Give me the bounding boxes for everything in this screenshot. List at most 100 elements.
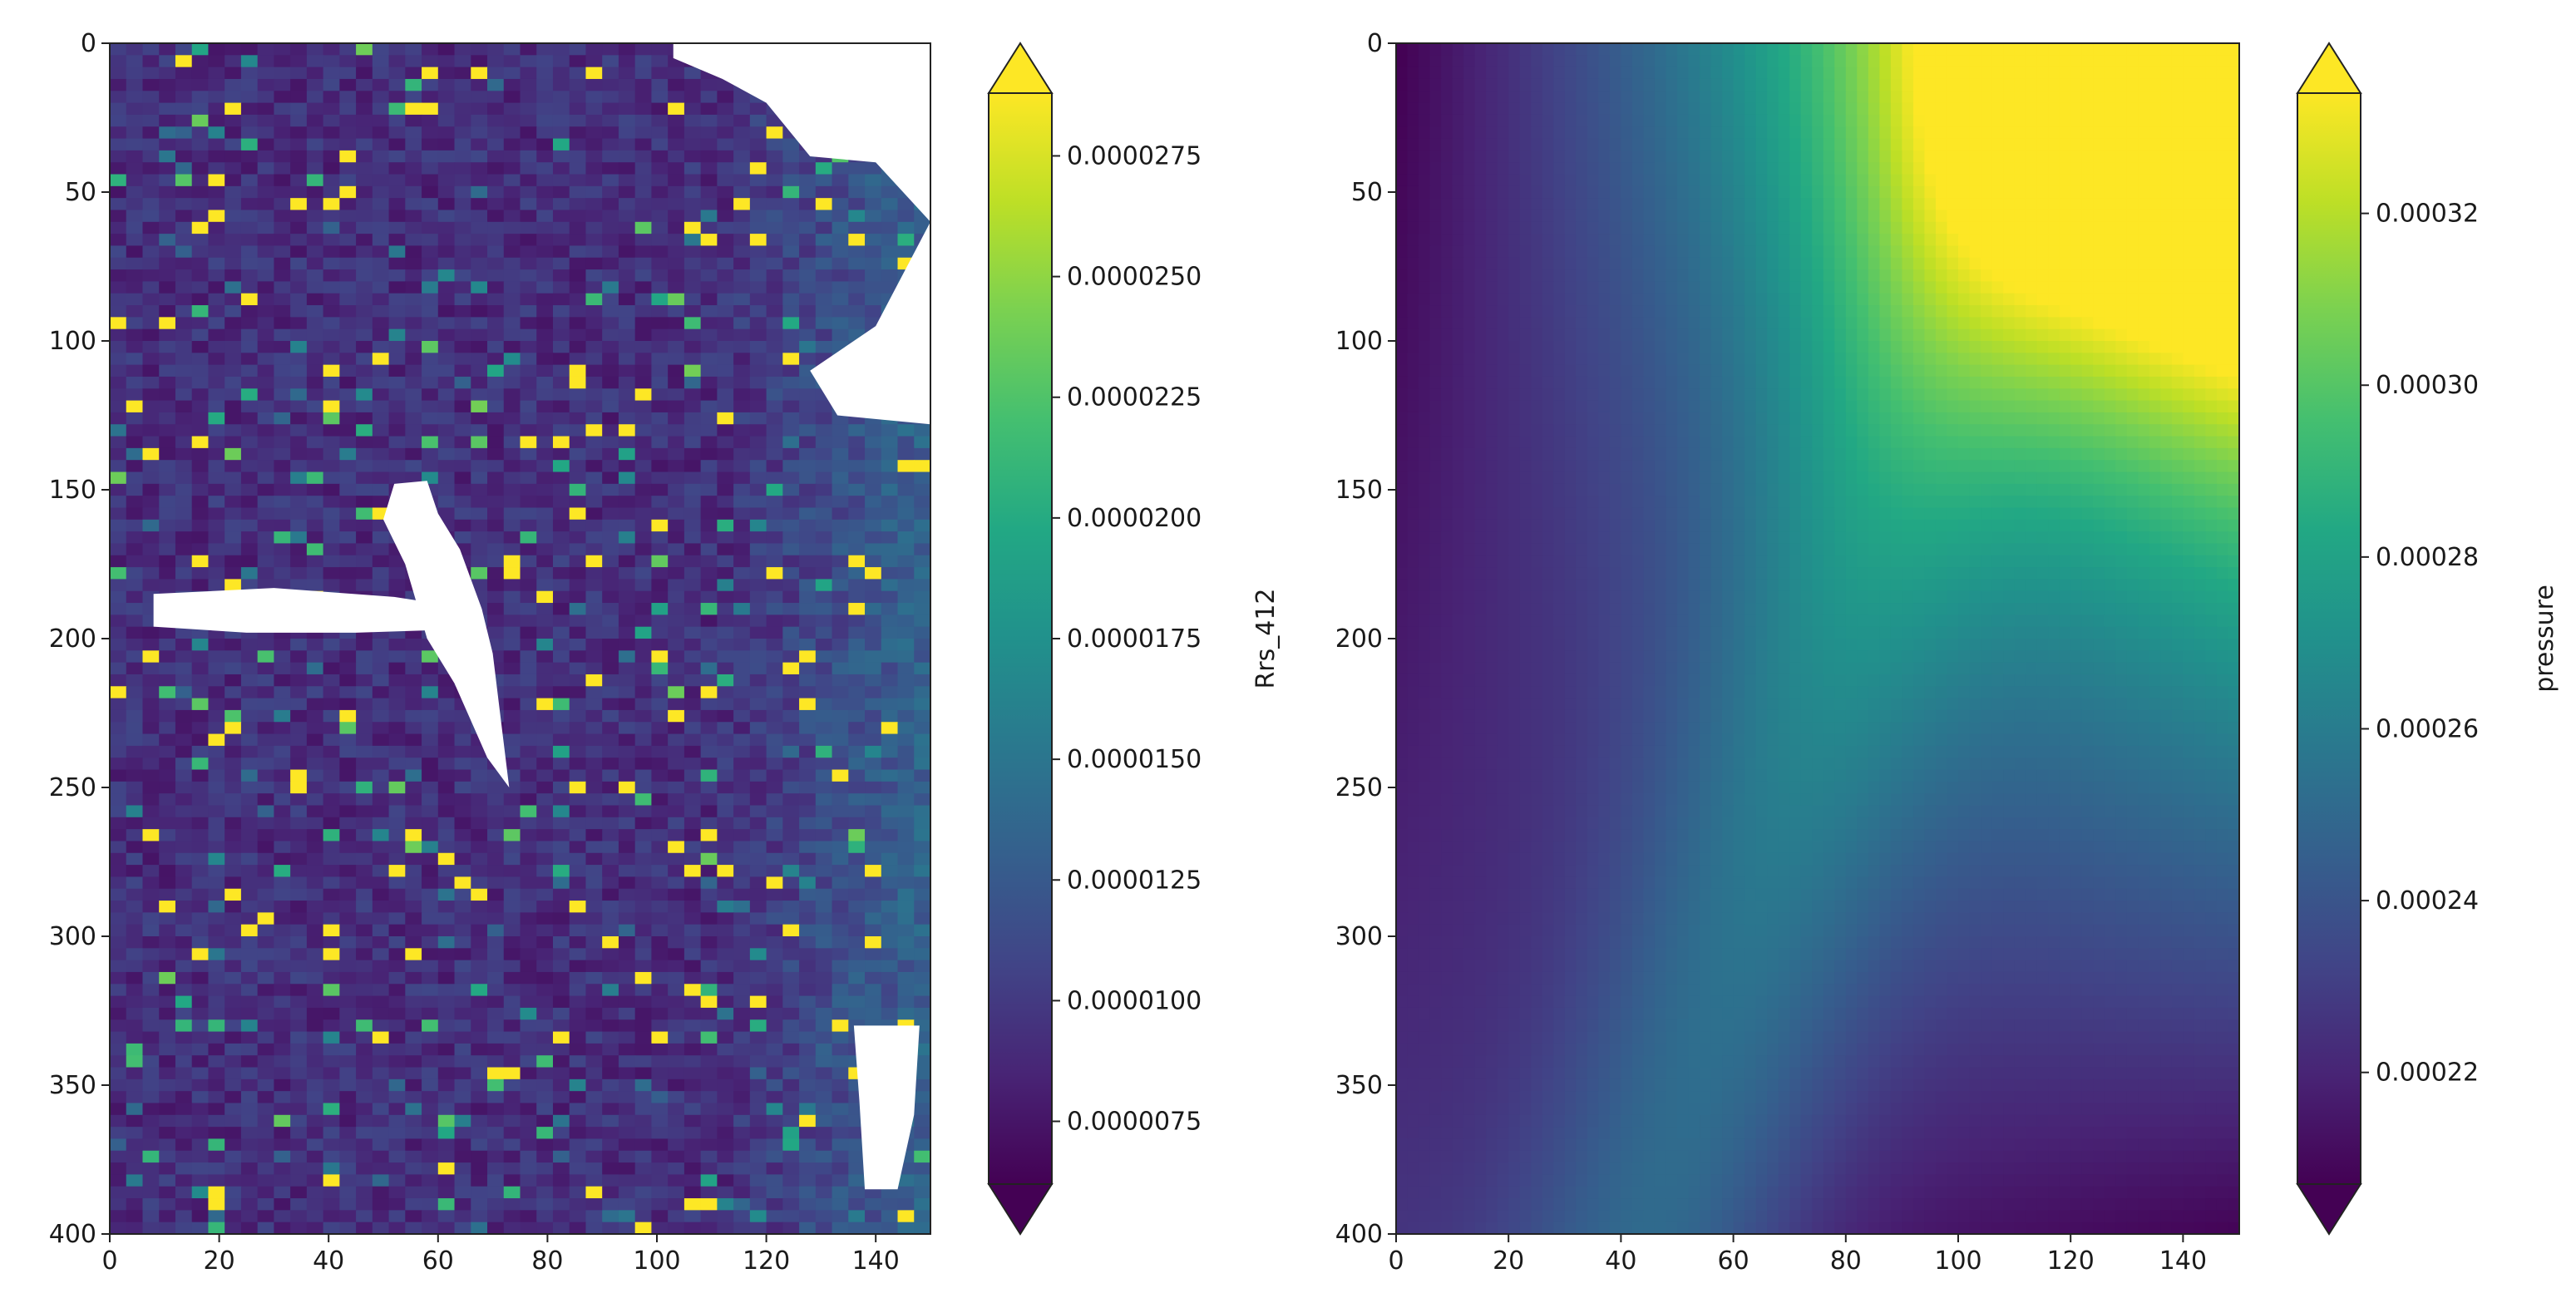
heatmap-cell: [159, 102, 176, 116]
heatmap-cell: [487, 1162, 505, 1175]
heatmap-cell: [110, 388, 127, 402]
heatmap-cell: [388, 960, 406, 973]
heatmap-cell: [225, 1043, 242, 1056]
heatmap-cell: [388, 817, 406, 830]
heatmap-cell: [175, 995, 193, 1009]
heatmap-cell: [323, 912, 340, 925]
heatmap-cell: [503, 1127, 521, 1140]
heatmap-cell: [520, 150, 537, 163]
heatmap-cell: [142, 1162, 160, 1175]
heatmap-cell: [274, 376, 291, 389]
heatmap-cell: [471, 971, 488, 985]
heatmap-cell: [422, 102, 439, 116]
heatmap-cell: [191, 1186, 210, 1199]
heatmap-cell: [865, 483, 882, 496]
heatmap-cell: [536, 1019, 554, 1033]
heatmap-cell: [257, 674, 274, 687]
heatmap-cell: [782, 483, 800, 496]
heatmap-cell: [914, 639, 930, 651]
heatmap-cell: [306, 162, 324, 175]
heatmap-cell: [126, 1019, 144, 1033]
heatmap-cell: [683, 1043, 702, 1056]
heatmap-cell: [865, 639, 882, 651]
heatmap-cell: [520, 1055, 537, 1069]
heatmap-cell: [454, 1043, 471, 1056]
heatmap-cell: [159, 912, 176, 925]
heatmap-cell: [437, 412, 456, 425]
heatmap-cell: [782, 400, 800, 413]
heatmap-cell: [290, 364, 308, 378]
heatmap-cell: [683, 948, 702, 961]
heatmap-cell: [799, 483, 817, 496]
heatmap-cell: [159, 1078, 176, 1092]
heatmap-cell: [191, 888, 210, 901]
heatmap-cell: [405, 1162, 422, 1175]
heatmap-cell: [208, 722, 225, 735]
heatmap-cell: [110, 662, 127, 675]
heatmap-cell: [602, 126, 619, 140]
heatmap-cell: [471, 138, 488, 151]
heatmap-cell: [142, 984, 160, 997]
heatmap-cell: [142, 483, 160, 496]
heatmap-cell: [503, 984, 521, 997]
heatmap-cell: [339, 650, 357, 664]
heatmap-cell: [668, 555, 685, 568]
heatmap-cell: [749, 234, 767, 247]
heatmap-cell: [700, 543, 718, 556]
heatmap-cell: [848, 876, 866, 890]
heatmap-cell: [585, 210, 603, 223]
heatmap-cell: [569, 579, 587, 592]
heatmap-cell: [848, 531, 866, 545]
heatmap-cell: [225, 781, 242, 794]
heatmap-cell: [683, 1007, 702, 1020]
heatmap-cell: [323, 1114, 340, 1128]
heatmap-cell: [634, 67, 653, 80]
heatmap-cell: [471, 234, 488, 247]
heatmap-cell: [306, 1019, 324, 1033]
heatmap-cell: [225, 650, 242, 664]
heatmap-cell: [848, 733, 866, 747]
heatmap-cell: [733, 257, 751, 270]
heatmap-cell: [848, 162, 866, 175]
heatmap-cell: [749, 781, 767, 794]
heatmap-cell: [717, 686, 734, 699]
heatmap-cell: [668, 758, 685, 771]
heatmap-cell: [618, 91, 636, 104]
heatmap-cell: [700, 1150, 718, 1163]
heatmap-cell: [323, 1019, 340, 1033]
heatmap-cell: [700, 1031, 718, 1044]
heatmap-cell: [848, 865, 866, 877]
heatmap-cell: [668, 841, 685, 854]
heatmap-cell: [602, 709, 619, 723]
heatmap-cell: [733, 639, 751, 651]
heatmap-cell: [437, 126, 456, 140]
heatmap-cell: [782, 412, 800, 425]
heatmap-cell: [110, 460, 127, 473]
heatmap-cell: [848, 210, 866, 223]
heatmap-cell: [454, 460, 471, 473]
heatmap-cell: [471, 43, 488, 56]
heatmap-cell: [422, 1198, 439, 1211]
heatmap-cell: [585, 269, 603, 282]
heatmap-cell: [159, 1186, 176, 1199]
heatmap-cell: [782, 924, 800, 937]
heatmap-cell: [897, 210, 915, 223]
heatmap-cell: [865, 936, 882, 949]
heatmap-cell: [865, 888, 882, 901]
heatmap-cell: [372, 341, 390, 353]
heatmap-cell: [717, 1162, 734, 1175]
heatmap-cell: [602, 769, 619, 782]
heatmap-cell: [552, 769, 570, 782]
heatmap-cell: [815, 424, 833, 437]
heatmap-cell: [782, 733, 800, 747]
heatmap-cell: [782, 722, 800, 735]
heatmap-cell: [191, 483, 210, 496]
heatmap-cell: [503, 281, 521, 294]
heatmap-cell: [437, 995, 456, 1009]
heatmap-cell: [569, 698, 587, 711]
heatmap-cell: [848, 555, 866, 568]
heatmap-cell: [700, 91, 718, 104]
heatmap-cell: [897, 519, 915, 532]
heatmap-cell: [897, 793, 915, 807]
heatmap-cell: [520, 185, 537, 199]
